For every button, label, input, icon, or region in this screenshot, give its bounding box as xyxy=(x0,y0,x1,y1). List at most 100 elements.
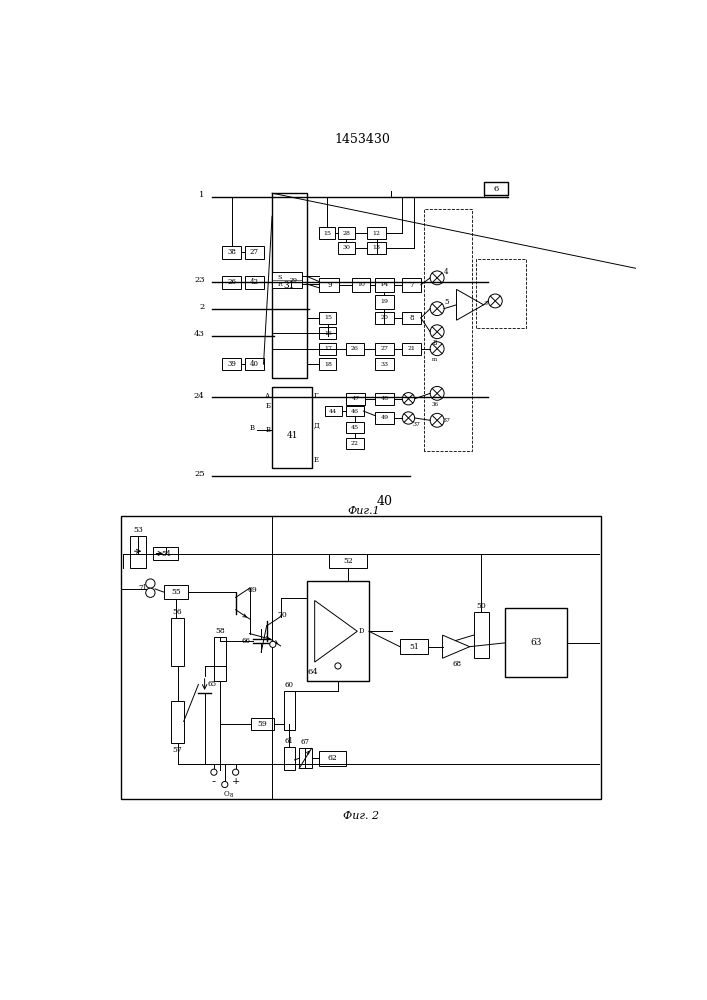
Text: 28: 28 xyxy=(342,231,351,236)
FancyBboxPatch shape xyxy=(223,246,241,259)
Text: 17: 17 xyxy=(324,346,332,351)
FancyBboxPatch shape xyxy=(251,718,274,730)
FancyBboxPatch shape xyxy=(400,639,428,654)
FancyBboxPatch shape xyxy=(320,227,335,239)
Text: 67: 67 xyxy=(301,738,310,746)
Text: 8: 8 xyxy=(230,793,233,798)
FancyBboxPatch shape xyxy=(320,358,337,370)
Text: 33: 33 xyxy=(380,362,388,367)
Text: 23: 23 xyxy=(194,276,204,284)
FancyBboxPatch shape xyxy=(375,393,394,405)
Circle shape xyxy=(270,641,276,647)
FancyBboxPatch shape xyxy=(402,343,421,355)
Text: В: В xyxy=(250,424,255,432)
Text: 65: 65 xyxy=(208,680,217,688)
Text: 63: 63 xyxy=(531,638,542,647)
Text: 61: 61 xyxy=(285,737,293,745)
FancyBboxPatch shape xyxy=(375,278,394,292)
Text: 16: 16 xyxy=(324,331,332,336)
FancyBboxPatch shape xyxy=(325,406,341,416)
FancyBboxPatch shape xyxy=(375,412,394,424)
Text: 4: 4 xyxy=(444,268,449,276)
Text: 6: 6 xyxy=(493,185,498,193)
FancyBboxPatch shape xyxy=(153,547,178,560)
Text: 46: 46 xyxy=(351,409,359,414)
Text: Фиг. 2: Фиг. 2 xyxy=(343,811,379,821)
Text: Г: Г xyxy=(314,392,319,400)
Text: 15: 15 xyxy=(324,315,332,320)
Text: Б: Б xyxy=(266,402,271,410)
Text: 57: 57 xyxy=(173,746,182,754)
FancyBboxPatch shape xyxy=(338,242,355,254)
Text: 12: 12 xyxy=(373,231,380,236)
Text: 2: 2 xyxy=(199,303,204,311)
FancyBboxPatch shape xyxy=(402,278,421,292)
Circle shape xyxy=(146,579,155,588)
FancyBboxPatch shape xyxy=(368,242,386,254)
FancyBboxPatch shape xyxy=(272,272,301,288)
Text: 39: 39 xyxy=(228,360,236,368)
Text: 9: 9 xyxy=(327,281,332,289)
Text: 26: 26 xyxy=(227,278,236,286)
Text: 38: 38 xyxy=(228,248,236,256)
Text: 30: 30 xyxy=(342,245,351,250)
Text: 1453430: 1453430 xyxy=(334,133,390,146)
Text: 56: 56 xyxy=(173,608,182,616)
Text: 19: 19 xyxy=(380,299,388,304)
FancyBboxPatch shape xyxy=(163,585,188,599)
Text: O: O xyxy=(223,790,229,798)
FancyBboxPatch shape xyxy=(171,701,184,743)
Text: 45: 45 xyxy=(351,425,359,430)
Text: 50: 50 xyxy=(477,602,486,610)
Text: 37: 37 xyxy=(412,422,420,427)
Text: 58: 58 xyxy=(215,627,225,635)
Text: 42: 42 xyxy=(250,278,259,286)
Text: P4: P4 xyxy=(380,282,389,287)
Text: 55: 55 xyxy=(171,588,181,596)
Text: 10: 10 xyxy=(357,282,366,287)
FancyBboxPatch shape xyxy=(319,751,346,766)
FancyBboxPatch shape xyxy=(223,276,241,289)
FancyBboxPatch shape xyxy=(402,312,421,324)
Text: 66: 66 xyxy=(242,637,251,645)
Text: 48: 48 xyxy=(380,396,388,401)
FancyBboxPatch shape xyxy=(320,278,339,292)
FancyBboxPatch shape xyxy=(272,193,307,378)
Text: 22: 22 xyxy=(351,441,359,446)
FancyBboxPatch shape xyxy=(368,227,386,239)
FancyBboxPatch shape xyxy=(484,182,508,195)
FancyBboxPatch shape xyxy=(352,278,370,292)
Text: 44: 44 xyxy=(329,409,337,414)
Text: В: В xyxy=(266,426,271,434)
Text: 25: 25 xyxy=(194,470,204,478)
FancyBboxPatch shape xyxy=(375,312,394,324)
FancyBboxPatch shape xyxy=(346,438,363,449)
Text: Д: Д xyxy=(314,422,320,430)
FancyBboxPatch shape xyxy=(346,343,363,355)
Text: 8: 8 xyxy=(433,339,437,347)
Text: Е: Е xyxy=(314,456,319,464)
Text: -: - xyxy=(212,775,216,788)
FancyBboxPatch shape xyxy=(320,327,337,339)
FancyBboxPatch shape xyxy=(171,618,184,666)
FancyBboxPatch shape xyxy=(284,691,295,730)
Text: 41: 41 xyxy=(286,431,298,440)
Text: S: S xyxy=(278,275,282,280)
Text: А: А xyxy=(265,392,271,400)
Text: 37: 37 xyxy=(443,418,450,423)
FancyBboxPatch shape xyxy=(272,387,312,468)
FancyBboxPatch shape xyxy=(346,406,363,416)
FancyBboxPatch shape xyxy=(375,358,394,370)
FancyBboxPatch shape xyxy=(121,516,602,799)
Text: 40: 40 xyxy=(250,360,259,368)
Circle shape xyxy=(146,588,155,597)
FancyBboxPatch shape xyxy=(130,536,146,568)
FancyBboxPatch shape xyxy=(375,343,394,355)
Text: R: R xyxy=(277,282,282,287)
Text: 62: 62 xyxy=(327,754,337,762)
Text: 24: 24 xyxy=(194,392,204,400)
Text: 49: 49 xyxy=(380,415,388,420)
Text: 43: 43 xyxy=(194,330,204,338)
FancyBboxPatch shape xyxy=(375,295,394,309)
Text: D: D xyxy=(358,627,364,635)
